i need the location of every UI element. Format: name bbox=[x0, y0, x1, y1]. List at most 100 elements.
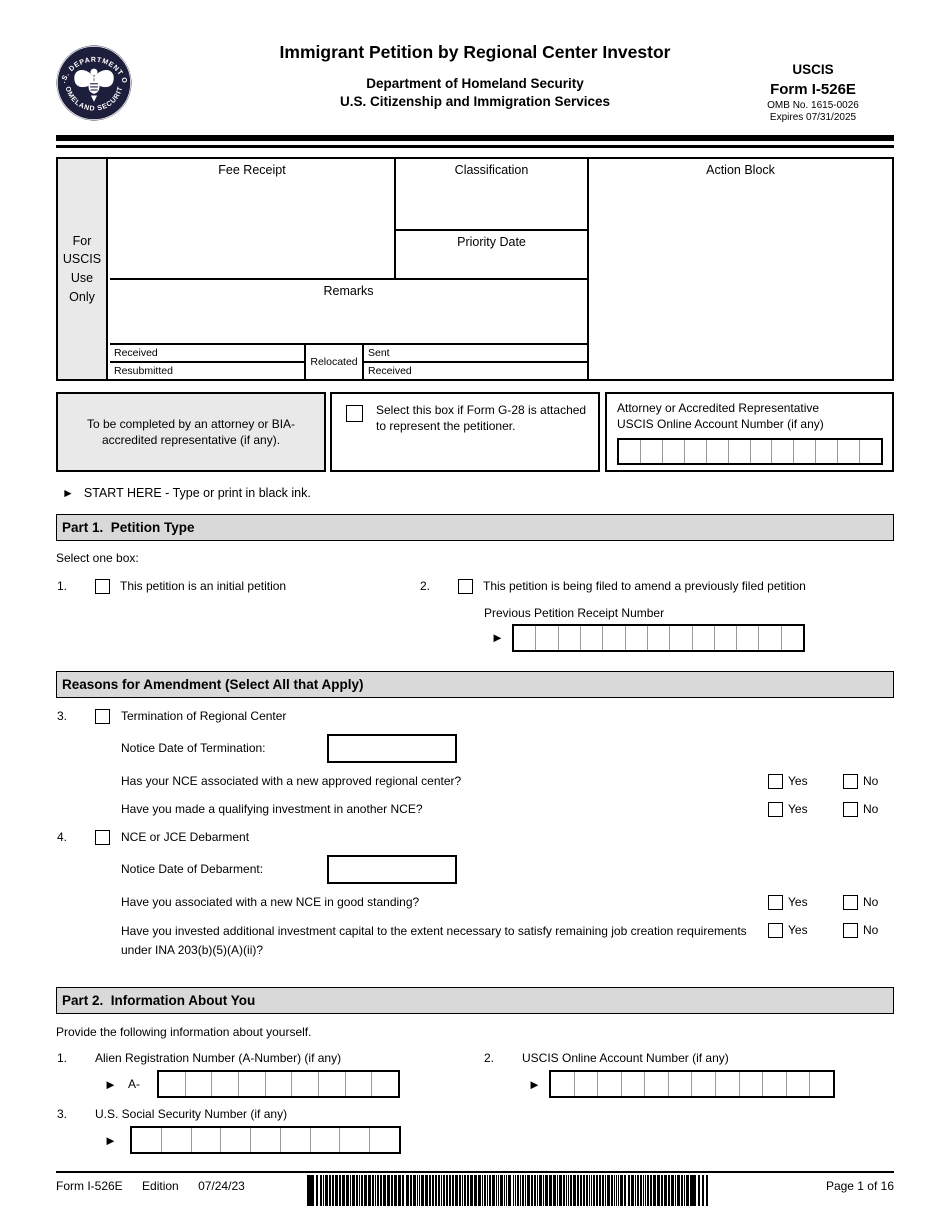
previous-receipt-number-input[interactable] bbox=[512, 624, 805, 652]
q4b-yes-label: Yes bbox=[788, 923, 808, 937]
comb-cell bbox=[162, 1128, 192, 1152]
g28-label: Select this box if Form G-28 is attached… bbox=[376, 403, 587, 433]
initial-petition-checkbox[interactable] bbox=[95, 579, 110, 594]
item1-number: 1. bbox=[57, 579, 68, 593]
q4a-yes-label: Yes bbox=[788, 895, 808, 909]
remarks-cell: Remarks bbox=[110, 278, 587, 343]
classification-label: Classification bbox=[454, 163, 529, 177]
termination-date-input[interactable] bbox=[327, 734, 457, 763]
priority-date-label: Priority Date bbox=[457, 235, 526, 249]
part2-heading: Part 2. Information About You bbox=[56, 987, 894, 1014]
uscis-use-only-table: For USCIS Use Only Fee Receipt Classific… bbox=[56, 157, 894, 381]
q4a-no-checkbox[interactable] bbox=[843, 895, 858, 910]
ssn-label: U.S. Social Security Number (if any) bbox=[95, 1107, 288, 1121]
part2-intro: Provide the following information about … bbox=[56, 1025, 312, 1039]
question-3a: Has your NCE associated with a new appro… bbox=[121, 774, 462, 788]
comb-cell bbox=[816, 440, 839, 463]
comb-cell bbox=[536, 626, 559, 650]
item4-number: 4. bbox=[57, 830, 68, 844]
attorney-account-input[interactable] bbox=[617, 438, 883, 465]
attorney-account-label-1: Attorney or Accredited Representative bbox=[617, 401, 820, 415]
comb-cell bbox=[292, 1072, 320, 1096]
remarks-label: Remarks bbox=[323, 284, 374, 298]
barcode bbox=[307, 1175, 713, 1206]
form-id-block: USCIS Form I-526E OMB No. 1615-0026 Expi… bbox=[733, 62, 893, 125]
online-account-input[interactable] bbox=[549, 1070, 835, 1098]
a-number-label: Alien Registration Number (A-Number) (if… bbox=[95, 1051, 342, 1065]
comb-cell bbox=[186, 1072, 213, 1096]
comb-cell bbox=[372, 1072, 398, 1096]
comb-cell bbox=[707, 440, 729, 463]
q3a-no-label: No bbox=[863, 774, 879, 788]
comb-cell bbox=[692, 1072, 717, 1096]
received2-label: Received bbox=[368, 365, 412, 377]
comb-cell bbox=[370, 1128, 399, 1152]
comb-cell bbox=[132, 1128, 162, 1152]
form-title: Immigrant Petition by Regional Center In… bbox=[279, 42, 671, 62]
q3a-yes-label: Yes bbox=[788, 774, 808, 788]
start-here-arrow-icon: ► bbox=[62, 486, 74, 500]
a-number-arrow-icon: ► bbox=[104, 1077, 117, 1092]
q4a-yes-checkbox[interactable] bbox=[768, 895, 783, 910]
fee-receipt-label: Fee Receipt bbox=[218, 163, 286, 177]
select-one-box-text: Select one box: bbox=[56, 551, 139, 565]
g28-checkbox[interactable] bbox=[346, 405, 363, 422]
relocated-cell: Relocated bbox=[304, 345, 364, 379]
comb-cell bbox=[810, 1072, 833, 1096]
receipt-arrow-icon: ► bbox=[491, 630, 504, 645]
comb-cell bbox=[693, 626, 715, 650]
online-account-label: USCIS Online Account Number (if any) bbox=[522, 1051, 729, 1065]
debarment-date-input[interactable] bbox=[327, 855, 457, 884]
action-block-label: Action Block bbox=[706, 163, 775, 177]
p2-item2-number: 2. bbox=[484, 1051, 495, 1065]
termination-checkbox[interactable] bbox=[95, 709, 110, 724]
q4b-no-checkbox[interactable] bbox=[843, 923, 858, 938]
eagle-shield-stripes bbox=[90, 83, 98, 91]
header-rule-thin bbox=[56, 145, 894, 148]
eagle-icon bbox=[74, 68, 114, 102]
amend-petition-checkbox[interactable] bbox=[458, 579, 473, 594]
q3b-yes-checkbox[interactable] bbox=[768, 802, 783, 817]
header-titles: Immigrant Petition by Regional Center In… bbox=[165, 42, 785, 109]
q4b-yes-checkbox[interactable] bbox=[768, 923, 783, 938]
comb-cell bbox=[782, 626, 803, 650]
received-resubmitted-column: Received Resubmitted bbox=[110, 345, 304, 379]
q3a-no-checkbox[interactable] bbox=[843, 774, 858, 789]
debarment-date-label: Notice Date of Debarment: bbox=[121, 862, 264, 876]
expiration-date: Expires 07/31/2025 bbox=[769, 112, 857, 124]
q3a-yes-checkbox[interactable] bbox=[768, 774, 783, 789]
omb-number: OMB No. 1615-0026 bbox=[767, 99, 859, 111]
dhs-seal-icon: U.S. DEPARTMENT OF HOMELAND SECURITY bbox=[55, 44, 132, 121]
p2-item1-number: 1. bbox=[57, 1051, 68, 1065]
comb-cell bbox=[266, 1072, 293, 1096]
comb-cell bbox=[729, 440, 751, 463]
q3b-yes-label: Yes bbox=[788, 802, 808, 816]
a-number-input[interactable] bbox=[157, 1070, 400, 1098]
comb-cell bbox=[759, 626, 782, 650]
termination-label: Termination of Regional Center bbox=[121, 709, 287, 723]
question-4a: Have you associated with a new NCE in go… bbox=[121, 895, 420, 909]
footer-edition-label: Edition bbox=[142, 1179, 179, 1193]
start-here-text: START HERE - Type or print in black ink. bbox=[83, 486, 311, 500]
comb-cell bbox=[311, 1128, 341, 1152]
comb-cell bbox=[641, 440, 663, 463]
q3b-no-checkbox[interactable] bbox=[843, 802, 858, 817]
q3b-no-label: No bbox=[863, 802, 879, 816]
footer-edition-date: 07/24/23 bbox=[198, 1179, 245, 1193]
q4b-no-label: No bbox=[863, 923, 879, 937]
footer-form-info: Form I-526E Edition 07/24/23 bbox=[56, 1179, 245, 1193]
sent-received-column: Sent Received bbox=[364, 345, 587, 379]
form-number: Form I-526E bbox=[770, 80, 856, 98]
attorney-account-box: Attorney or Accredited Representative US… bbox=[605, 392, 894, 472]
item2-number: 2. bbox=[420, 579, 431, 593]
comb-cell bbox=[551, 1072, 575, 1096]
relocated-label: Relocated bbox=[310, 356, 358, 368]
debarment-checkbox[interactable] bbox=[95, 830, 110, 845]
resubmitted-label: Resubmitted bbox=[114, 365, 173, 377]
comb-cell bbox=[192, 1128, 222, 1152]
ssn-input[interactable] bbox=[130, 1126, 401, 1154]
comb-cell bbox=[751, 440, 773, 463]
previous-receipt-number-label: Previous Petition Receipt Number bbox=[484, 606, 665, 620]
comb-cell bbox=[645, 1072, 669, 1096]
p2-item3-number: 3. bbox=[57, 1107, 68, 1121]
